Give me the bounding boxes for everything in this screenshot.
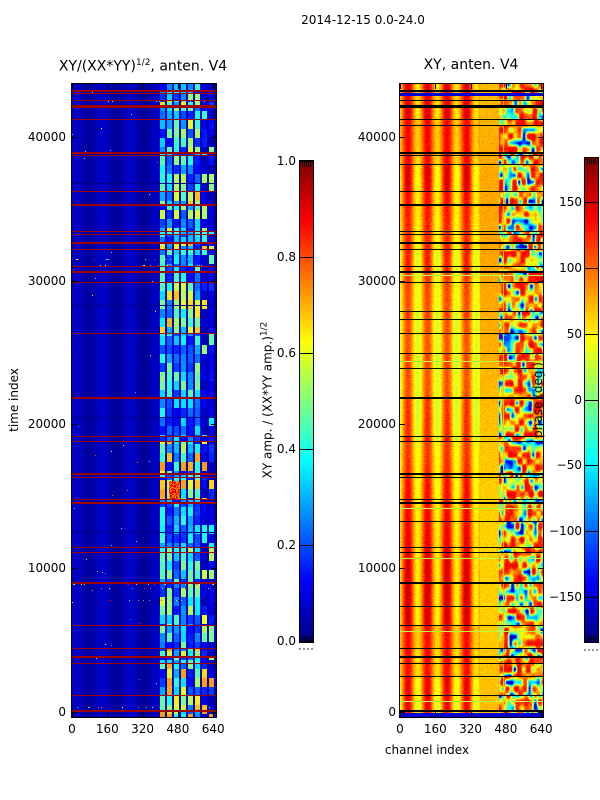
right-colorbar-extend-marks (584, 649, 598, 651)
left-panel-y-tick-label: 20000 (27, 417, 66, 431)
left-colorbar-tick-label: 0.4 (276, 442, 296, 456)
figure-title-text: 2014-12-15 0.0-24.0 (301, 13, 425, 27)
left-colorbar-tick-label: 0.2 (276, 538, 296, 552)
right-colorbar-canvas (584, 157, 599, 643)
left-panel-y-tick-label: 10000 (27, 561, 66, 575)
left-colorbar-tick-label: 0.0 (276, 634, 296, 648)
right-panel-x-tick-label: 160 (423, 722, 447, 736)
left-panel-title-prefix: XY/(XX*YY) (58, 58, 136, 75)
left-panel-title-sup: 1/2 (135, 58, 151, 68)
right-heatmap-canvas (399, 83, 544, 718)
right-panel-title: XY, anten. V4 (424, 58, 519, 72)
left-colorbar-label-prefix: XY amp. / (XX*YY amp.) (260, 336, 275, 479)
right-panel-x-tick-label: 0 (396, 722, 404, 736)
right-colorbar-tick-label: −100 (549, 524, 582, 539)
right-panel-y-tick-label: 20000 (357, 417, 396, 431)
figure-title: 2014-12-15 0.0-24.0 (301, 13, 425, 27)
left-panel-x-tick-label: 160 (95, 722, 119, 736)
left-colorbar-tick-label: 0.6 (276, 346, 296, 360)
right-panel-x-tick-label: 640 (529, 722, 553, 736)
left-colorbar-canvas (299, 160, 314, 643)
left-panel-x-tick-label: 640 (201, 722, 225, 736)
right-colorbar-tick-label: 0 (574, 392, 582, 407)
right-panel-title-text: XY, anten. V4 (423, 57, 519, 73)
right-panel-y-tick-label: 0 (388, 705, 396, 719)
left-colorbar-label-sup: 1/2 (259, 321, 270, 337)
right-colorbar-tick-label: −150 (549, 590, 582, 605)
left-panel-title-suffix: , anten. V4 (150, 58, 228, 75)
right-colorbar-tick-label: −50 (556, 458, 582, 473)
left-colorbar-label: XY amp. / (XX*YY amp.)1/2 (258, 322, 275, 479)
right-panel-x-tick-label: 320 (459, 722, 483, 736)
left-colorbar-extend-marks (299, 648, 313, 650)
left-panel-y-tick-label: 0 (58, 705, 66, 719)
left-panel-x-tick-label: 0 (68, 722, 76, 736)
left-panel-title: XY/(XX*YY)1/2, anten. V4 (59, 56, 227, 74)
right-colorbar-tick-label: 50 (566, 326, 582, 341)
left-panel-x-tick-label: 320 (131, 722, 155, 736)
left-colorbar-tick-label: 0.8 (276, 250, 296, 264)
channel-index-axis-label: channel index (385, 743, 469, 757)
left-panel-x-tick-label: 480 (166, 722, 190, 736)
time-index-axis-label: time index (7, 368, 21, 432)
right-colorbar-label-text: phase (deg.) (531, 362, 545, 438)
right-colorbar-label: phase (deg.) (531, 362, 545, 438)
left-panel-y-tick-label: 30000 (27, 274, 66, 288)
time-index-axis-label-text: time index (7, 368, 21, 432)
right-panel-x-tick-label: 480 (494, 722, 518, 736)
right-panel-y-tick-label: 30000 (357, 274, 396, 288)
left-colorbar-tick-label: 1.0 (276, 154, 296, 168)
right-panel-y-tick-label: 40000 (357, 130, 396, 144)
left-panel-y-tick-label: 40000 (27, 130, 66, 144)
channel-index-axis-label-text: channel index (384, 743, 470, 757)
right-panel-y-tick-label: 10000 (357, 561, 396, 575)
right-colorbar-tick-label: 100 (559, 260, 582, 275)
right-colorbar-tick-label: 150 (559, 194, 582, 209)
left-heatmap-canvas (71, 83, 217, 718)
